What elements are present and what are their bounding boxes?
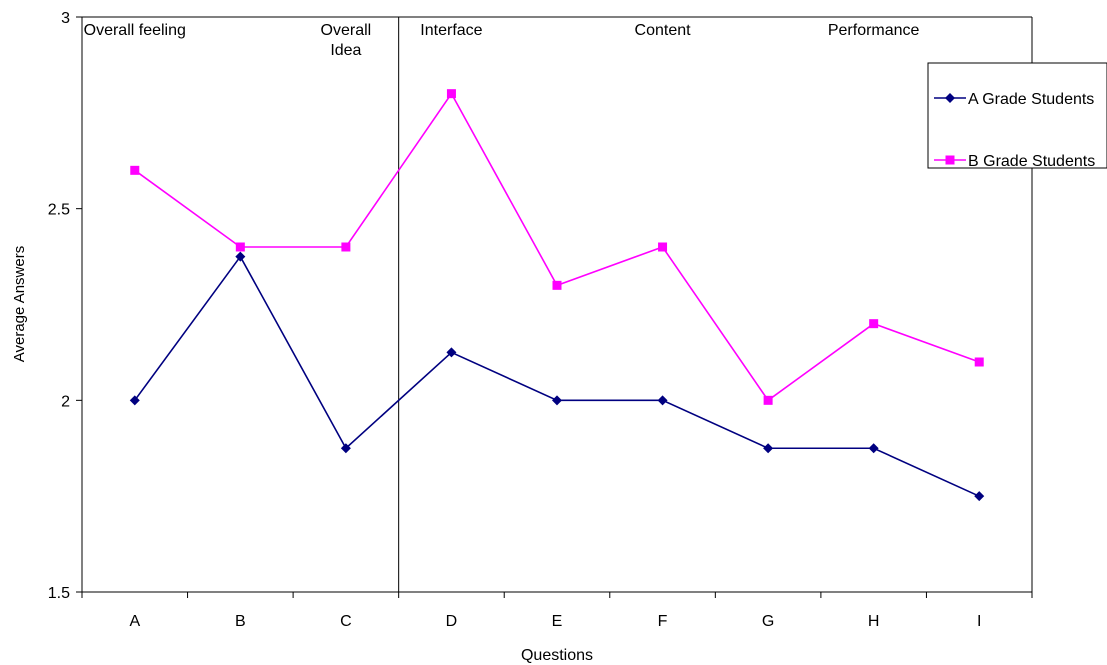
x-ticks: A B C D E F G H I (81, 592, 1033, 630)
legend: A Grade Students B Grade Students (927, 62, 1107, 170)
data-point (974, 491, 985, 502)
x-tick-label: G (762, 613, 774, 630)
series-layer (129, 89, 985, 502)
x-tick-label: D (446, 613, 458, 630)
y-tick-label: 2.5 (48, 202, 70, 219)
data-point (235, 242, 245, 252)
x-tick-label: C (340, 613, 352, 630)
series-line (134, 255, 980, 497)
y-tick-label: 2 (61, 393, 70, 410)
x-tick-label: F (658, 613, 668, 630)
x-tick-label: A (129, 613, 140, 630)
data-point (763, 395, 773, 405)
data-point (657, 395, 668, 406)
series-line (134, 92, 980, 402)
series-2 (130, 89, 984, 405)
y-ticks: 1.5 2 2.5 3 (48, 10, 82, 602)
y-tick-label: 3 (61, 10, 70, 27)
x-tick-label: H (868, 613, 880, 630)
legend-label: B Grade Students (968, 153, 1095, 170)
data-point (446, 89, 456, 99)
data-point (446, 347, 457, 358)
series-1 (129, 251, 985, 502)
plot-area (81, 16, 1033, 593)
section-labels: Overall feeling Overall Idea Interface Conte… (84, 22, 920, 59)
data-point (341, 242, 351, 252)
section-label-line: Idea (330, 42, 361, 59)
section-label: Overall feeling (84, 22, 186, 39)
data-point (552, 280, 562, 290)
data-point (658, 242, 668, 252)
legend-marker (945, 155, 955, 165)
section-label: Overall Idea (321, 22, 372, 59)
data-point (235, 251, 246, 262)
x-axis-label: Questions (521, 647, 593, 664)
data-point (552, 395, 562, 406)
legend-box (927, 62, 1107, 169)
data-point (130, 165, 140, 175)
x-tick-label: I (977, 613, 981, 630)
data-point (974, 357, 984, 367)
y-tick-label: 1.5 (48, 585, 70, 602)
legend-label: A Grade Students (968, 91, 1094, 108)
legend-marker (945, 93, 955, 103)
x-tick-label: B (235, 613, 246, 630)
data-point (340, 443, 351, 454)
y-axis-label: Average Answers (11, 246, 28, 362)
section-label: Performance (828, 22, 920, 39)
data-point (868, 443, 879, 454)
section-label: Interface (420, 22, 482, 39)
section-label: Content (635, 22, 692, 39)
data-point (763, 443, 774, 454)
data-point (869, 319, 879, 329)
data-point (129, 395, 140, 406)
section-label-line: Overall (321, 22, 372, 39)
x-tick-label: E (552, 613, 563, 630)
